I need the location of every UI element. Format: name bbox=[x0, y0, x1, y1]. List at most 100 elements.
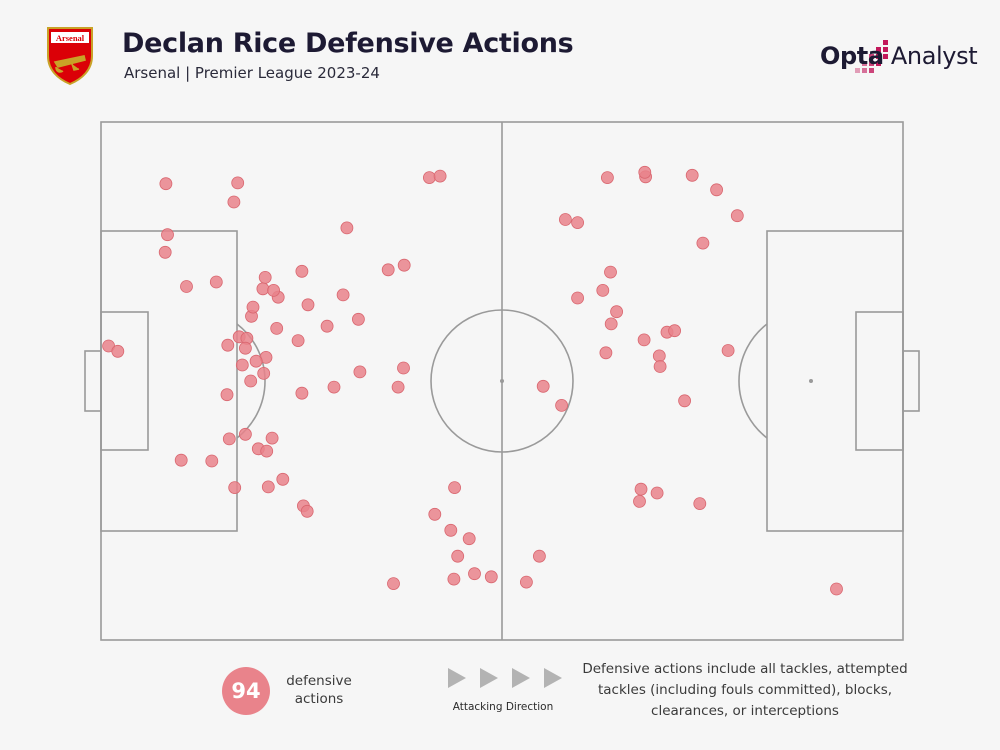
defensive-action-point bbox=[205, 454, 219, 468]
defensive-action-point bbox=[256, 282, 270, 296]
defensive-action-point bbox=[397, 258, 411, 272]
action-points bbox=[102, 165, 843, 596]
left-goal bbox=[84, 350, 102, 412]
arrow-icon bbox=[512, 668, 530, 688]
defensive-action-point bbox=[261, 480, 275, 494]
defensive-action-point bbox=[353, 365, 367, 379]
defensive-action-point bbox=[276, 472, 290, 486]
defensive-action-point bbox=[634, 482, 648, 496]
action-count-badge: 94 bbox=[222, 667, 270, 715]
defensive-action-point bbox=[300, 504, 314, 518]
defensive-action-point bbox=[174, 453, 188, 467]
defensive-action-point bbox=[599, 346, 613, 360]
action-count-label: defensive actions bbox=[286, 673, 352, 707]
defensive-action-point bbox=[633, 494, 646, 508]
opta-brand-light: Analyst bbox=[883, 42, 978, 70]
defensive-action-point bbox=[221, 338, 235, 352]
defensive-action-point bbox=[238, 427, 252, 441]
defensive-action-point bbox=[693, 497, 707, 511]
defensive-action-point bbox=[428, 507, 442, 521]
defensive-action-point bbox=[231, 176, 245, 190]
defensive-action-point bbox=[448, 481, 462, 495]
defensive-action-point bbox=[610, 305, 623, 319]
crest-cannon-icon bbox=[53, 55, 86, 73]
defensive-action-point bbox=[830, 582, 843, 596]
defensive-action-point bbox=[111, 344, 125, 358]
defensive-action-point bbox=[270, 321, 284, 335]
defensive-action-point bbox=[381, 263, 395, 277]
defensive-action-point bbox=[158, 245, 172, 259]
defensive-action-point bbox=[468, 567, 481, 581]
defensive-action-point bbox=[249, 354, 263, 368]
defensive-action-point bbox=[238, 341, 252, 355]
defensive-action-point bbox=[301, 298, 315, 312]
opta-brand: Opta Analyst bbox=[820, 42, 978, 70]
opta-brand-bold: Opta bbox=[820, 42, 884, 70]
right-penalty-spot bbox=[809, 379, 813, 383]
defensive-action-point bbox=[228, 481, 242, 495]
defensive-action-point bbox=[604, 317, 618, 331]
defensive-action-point bbox=[678, 394, 691, 408]
defensive-action-point bbox=[533, 549, 546, 563]
defensive-action-point bbox=[257, 366, 271, 380]
defensive-action-point bbox=[730, 209, 744, 223]
defensive-action-point bbox=[397, 361, 410, 375]
defensive-action-point bbox=[180, 280, 193, 293]
left-six-yard-box bbox=[100, 311, 149, 451]
defensive-action-point bbox=[336, 288, 350, 302]
defensive-action-point bbox=[320, 319, 334, 333]
page-title: Declan Rice Defensive Actions bbox=[122, 28, 574, 59]
page-subtitle: Arsenal | Premier League 2023-24 bbox=[124, 64, 380, 82]
defensive-action-point bbox=[220, 388, 234, 402]
defensive-action-point bbox=[638, 165, 652, 179]
defensive-action-point bbox=[433, 169, 447, 183]
arrow-icon bbox=[544, 668, 562, 688]
defensive-action-point bbox=[685, 168, 699, 182]
definition-note: Defensive actions include all tackles, a… bbox=[582, 661, 908, 719]
centre-circle bbox=[430, 309, 574, 453]
defensive-action-point bbox=[555, 398, 568, 412]
attacking-direction-label: Attacking Direction bbox=[452, 701, 554, 713]
right-goal bbox=[902, 350, 920, 412]
defensive-action-point bbox=[159, 177, 173, 191]
defensive-action-point bbox=[295, 386, 309, 400]
defensive-action-point bbox=[484, 570, 498, 584]
defensive-action-point bbox=[559, 213, 572, 226]
defensive-action-point bbox=[260, 444, 274, 458]
defensive-action-point bbox=[244, 374, 258, 388]
right-penalty-arc bbox=[738, 323, 768, 439]
defensive-action-point bbox=[637, 333, 651, 347]
defensive-action-point bbox=[267, 283, 281, 297]
defensive-action-point bbox=[227, 195, 241, 209]
defensive-action-point bbox=[265, 431, 279, 445]
defensive-action-point bbox=[462, 532, 476, 546]
defensive-action-point bbox=[222, 432, 236, 446]
defensive-action-point bbox=[391, 380, 405, 394]
arrow-icon bbox=[480, 668, 498, 688]
right-six-yard-box bbox=[855, 311, 904, 451]
defensive-action-point bbox=[447, 572, 461, 586]
defensive-action-point bbox=[601, 171, 614, 185]
defensive-action-point bbox=[340, 221, 354, 235]
arrow-icon bbox=[448, 668, 466, 688]
defensive-action-point bbox=[161, 228, 174, 242]
defensive-action-point bbox=[571, 216, 584, 230]
defensive-action-point bbox=[291, 334, 305, 348]
defensive-action-point bbox=[604, 265, 617, 279]
defensive-action-point bbox=[596, 283, 610, 297]
defensive-action-point bbox=[351, 312, 365, 326]
defensive-action-point bbox=[536, 379, 550, 393]
defensive-action-point bbox=[650, 486, 664, 500]
defensive-action-point bbox=[571, 291, 584, 305]
arsenal-crest-icon: Arsenal bbox=[47, 27, 93, 86]
defensive-action-point bbox=[235, 358, 249, 372]
defensive-action-point bbox=[422, 171, 436, 185]
defensive-action-point bbox=[444, 523, 458, 537]
defensive-action-point bbox=[668, 324, 681, 338]
opta-logo-icon bbox=[855, 40, 888, 73]
defensive-action-point bbox=[258, 270, 272, 284]
attacking-direction-arrows-icon bbox=[448, 668, 562, 688]
defensive-action-point bbox=[295, 264, 309, 278]
defensive-action-point bbox=[696, 236, 710, 250]
